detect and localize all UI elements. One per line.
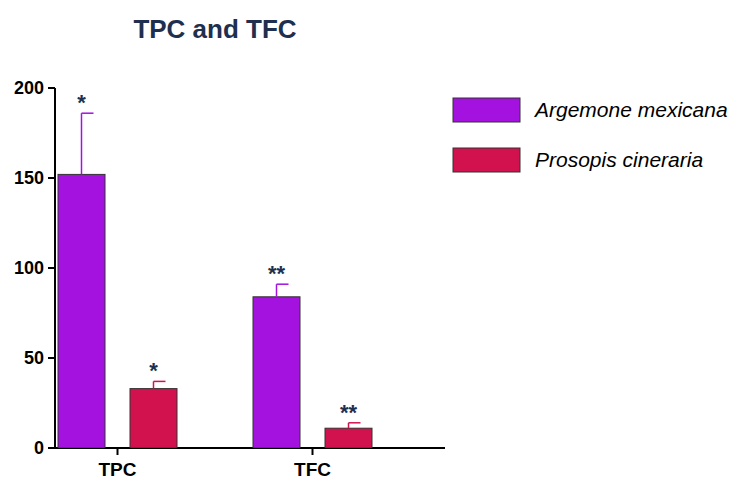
significance: **: [268, 261, 286, 286]
title: TPC and TFC: [133, 14, 296, 44]
legend-swatch: [453, 148, 520, 172]
chart: TPC and TFC050100150200******TPCTFCArgem…: [0, 0, 750, 499]
y-tick-label: 0: [34, 438, 44, 458]
y-tick: [48, 357, 55, 359]
y-tick-label: 100: [14, 258, 44, 278]
y-tick: [48, 267, 55, 269]
legend-label: Prosopis cineraria: [535, 148, 703, 171]
bars: [58, 113, 372, 448]
error-bar: [82, 113, 94, 174]
legend-item: Prosopis cineraria: [453, 148, 703, 172]
bar: [325, 428, 372, 448]
legend-swatch: [453, 98, 520, 122]
significance: *: [77, 90, 86, 115]
y-tick: [48, 177, 55, 179]
y-tick-label: 200: [14, 78, 44, 98]
x-tick: [117, 448, 119, 455]
annotations: ******: [77, 90, 357, 425]
y-tick-label: 50: [24, 348, 44, 368]
bar: [58, 174, 105, 448]
significance: **: [340, 400, 358, 425]
y-tick-label: 150: [14, 168, 44, 188]
y-tick: [48, 87, 55, 89]
bar: [130, 389, 177, 448]
legend-item: Argemone mexicana: [453, 98, 728, 122]
significance: *: [149, 358, 158, 383]
legend-label: Argemone mexicana: [533, 98, 728, 121]
x-tick-label: TFC: [294, 459, 331, 480]
error-stem: [81, 113, 83, 174]
x-tick-label: TPC: [99, 459, 137, 480]
x-tick: [312, 448, 314, 455]
bar: [253, 297, 300, 448]
y-tick: [48, 447, 55, 449]
x-axis: [55, 447, 445, 449]
